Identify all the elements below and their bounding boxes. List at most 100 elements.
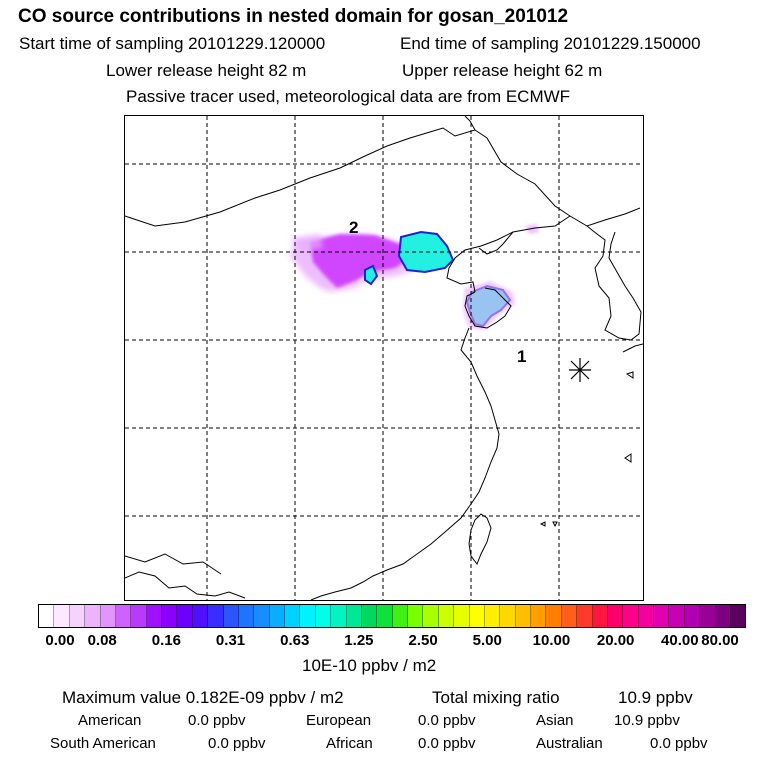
plume-core-small <box>364 264 379 286</box>
colorbar-tick-label: 2.50 <box>408 632 438 649</box>
colorbar-swatch <box>69 605 86 627</box>
colorbar-swatch <box>515 605 531 627</box>
colorbar-swatch <box>346 605 362 627</box>
colorbar-swatch <box>669 605 685 627</box>
colorbar-swatch <box>238 605 255 627</box>
colorbar-swatch <box>85 605 101 627</box>
colorbar-swatch <box>100 605 116 627</box>
colorbar-tick-label: 40.00 <box>661 632 699 649</box>
plume-west-tail <box>290 234 323 252</box>
border-mongolia-china <box>125 116 476 227</box>
colorbar-swatch <box>177 605 193 627</box>
taiwan-coast <box>468 513 492 566</box>
colorbar-swatch <box>592 605 608 627</box>
colorbar-swatch <box>54 605 70 627</box>
colorbar-swatch <box>192 605 209 627</box>
colorbar-swatch <box>208 605 224 627</box>
colorbar-swatch <box>454 605 470 627</box>
lower-release-height-text: Lower release height 82 m <box>106 61 307 80</box>
map-panel: 2 1 <box>124 115 644 601</box>
southwest-border <box>125 553 222 575</box>
american-label: American <box>78 712 142 729</box>
colorbar-swatch <box>254 605 270 627</box>
colorbar-swatch <box>39 605 55 627</box>
colorbar-swatch <box>577 605 593 627</box>
shandong-coast <box>464 287 512 329</box>
colorbar-swatch <box>285 605 301 627</box>
american-value: 0.0 ppbv <box>188 712 246 729</box>
border-northeast <box>474 129 641 227</box>
colorbar-swatch <box>408 605 424 627</box>
colorbar-tick-label: 10.00 <box>532 632 571 649</box>
asian-label: Asian <box>536 712 574 729</box>
plume-shandong-halo <box>463 281 515 330</box>
australian-value: 0.0 ppbv <box>650 735 708 752</box>
upper-release-height-text: Upper release height 62 m <box>402 61 603 80</box>
colorbar-tick-label: 20.00 <box>596 632 635 649</box>
colorbar-tick-label: 1.25 <box>344 632 374 649</box>
colorbar-tick-label: 0.16 <box>151 632 181 649</box>
colorbar-swatch <box>531 605 547 627</box>
colorbar-swatch <box>331 605 347 627</box>
colorbar-swatch <box>607 605 624 627</box>
map-label-2: 2 <box>349 218 358 237</box>
south-american-value: 0.0 ppbv <box>208 735 266 752</box>
colorbar-swatch <box>469 605 485 627</box>
colorbar-swatch <box>392 605 408 627</box>
east-china-coast <box>310 327 500 600</box>
colorbar-swatch <box>715 605 731 627</box>
colorbar-swatch <box>377 605 393 627</box>
korea-coast <box>586 225 642 341</box>
total-mixing-value: 10.9 ppbv <box>618 688 693 707</box>
colorbar-swatch <box>546 605 562 627</box>
colorbar-swatch <box>131 605 147 627</box>
colorbar-swatch <box>223 605 239 627</box>
colorbar-swatch <box>361 605 378 627</box>
plot-title: CO source contributions in nested domain… <box>18 6 569 27</box>
colorbar-tick-label: 0.63 <box>280 632 310 649</box>
japan-kyushu <box>622 343 643 353</box>
colorbar <box>38 604 746 628</box>
colorbar-tick-label: 0.31 <box>215 632 246 649</box>
colorbar-swatch <box>315 605 332 627</box>
coastlines <box>125 116 643 600</box>
european-label: European <box>306 712 372 729</box>
south-american-label: South American <box>50 735 156 752</box>
map-svg: 2 1 <box>125 116 643 600</box>
receptor-asterisk-icon <box>569 358 591 382</box>
colorbar-swatch <box>484 605 501 627</box>
start-time-text: Start time of sampling 20101229.120000 <box>19 34 326 53</box>
colorbar-swatch <box>623 605 639 627</box>
colorbar-swatch <box>730 605 746 627</box>
south-coast <box>125 571 246 599</box>
colorbar-swatch <box>654 605 670 627</box>
plume-magenta-region <box>310 234 410 288</box>
colorbar-swatch <box>115 605 132 627</box>
colorbar-units: 10E-10 ppbv / m2 <box>302 656 437 675</box>
max-value-text: Maximum value 0.182E-09 ppbv / m2 <box>62 688 344 707</box>
total-mixing-label: Total mixing ratio <box>432 688 560 707</box>
colorbar-swatch <box>700 605 716 627</box>
end-time-text: End time of sampling 20101229.150000 <box>400 34 701 53</box>
plume-field <box>290 224 539 330</box>
lat-lon-grid <box>125 116 643 600</box>
colorbar-swatch <box>500 605 516 627</box>
colorbar-tick-label: 0.00 <box>45 632 75 649</box>
colorbar-swatch <box>300 605 316 627</box>
african-value: 0.0 ppbv <box>418 735 476 752</box>
liaodong-coast <box>478 231 514 255</box>
colorbar-tick-label: 80.00 <box>701 632 739 649</box>
tracer-note-text: Passive tracer used, meteorological data… <box>126 87 571 106</box>
colorbar-tick-label: 0.08 <box>87 632 117 649</box>
map-label-1: 1 <box>517 347 526 366</box>
european-value: 0.0 ppbv <box>418 712 476 729</box>
china-coast-bohai <box>446 215 571 293</box>
colorbar-swatch <box>561 605 578 627</box>
colorbar-swatch <box>638 605 654 627</box>
asian-value: 10.9 ppbv <box>614 712 680 729</box>
colorbar-swatch <box>423 605 439 627</box>
colorbar-swatch <box>438 605 455 627</box>
japan-islands <box>539 371 634 528</box>
colorbar-tick-label: 5.00 <box>472 632 502 649</box>
australian-label: Australian <box>536 735 603 752</box>
